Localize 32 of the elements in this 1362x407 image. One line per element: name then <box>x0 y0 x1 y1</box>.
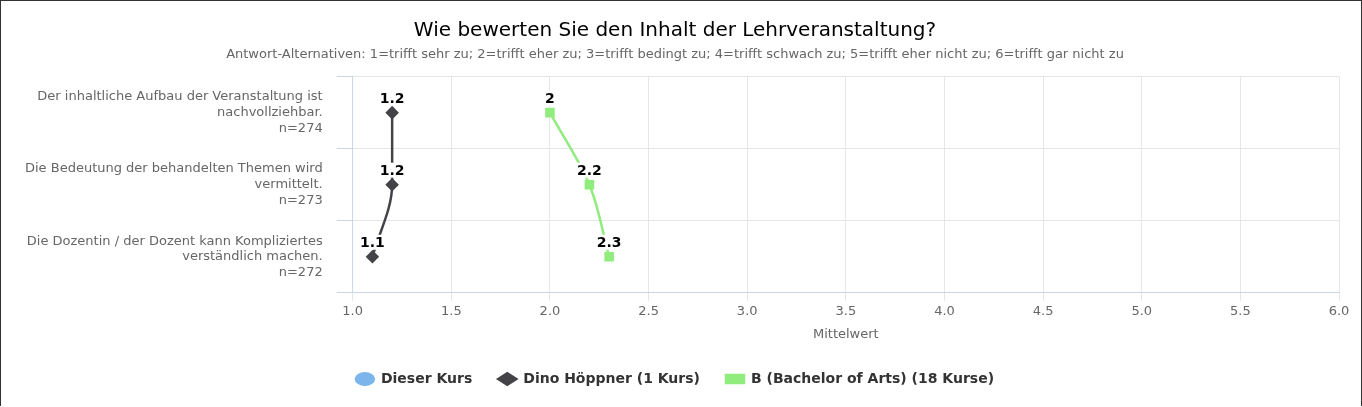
point <box>604 251 614 262</box>
x-tick-label: 4.5 <box>1032 302 1054 318</box>
x-axis-title: Mittelwert <box>812 325 879 341</box>
point <box>366 250 379 264</box>
x-tick-label: 2.0 <box>539 302 561 318</box>
legend-label: Dino Höppner (1 Kurs) <box>523 369 700 386</box>
chart-title: Wie bewerten Sie den Inhalt der Lehrveranstaltung? <box>413 17 937 42</box>
point <box>385 178 399 191</box>
legend-label: B (Bachelor of Arts) (18 Kurse) <box>750 369 995 386</box>
point <box>385 106 399 119</box>
data-label: 1.1 <box>360 234 385 251</box>
y-tick-label: Die Bedeutung der behandelten Themen wird vermittelt. n=273 <box>24 160 323 207</box>
y-tick-label: Der inhaltliche Aufbau der Veranstaltung ist nachvollziehbar. n=274 <box>37 88 323 135</box>
x-tick-label: 4.0 <box>934 302 955 318</box>
point <box>584 179 595 190</box>
point <box>545 107 555 118</box>
data-label: 1.2 <box>379 90 405 107</box>
x-tick-label: 6.0 <box>1328 302 1350 318</box>
x-tick-label: 3.0 <box>736 302 758 318</box>
x-tick-label: 3.5 <box>835 302 857 318</box>
data-label: 2 <box>545 90 555 107</box>
x-tick-label: 2.5 <box>638 302 659 318</box>
x-tick-label: 5.5 <box>1230 302 1251 318</box>
x-tick-label: 1.5 <box>440 302 462 318</box>
x-tick-label: 1.0 <box>342 302 364 318</box>
y-tick-label: Die Dozentin / der Dozent kann Kompliziertes verständlich machen. n=272 <box>26 232 323 279</box>
data-label: 2.3 <box>596 234 622 251</box>
chart-subtitle: Antwort-Alternativen: 1=trifft sehr zu; 2=trifft eher zu; 3=trifft bedingt zu; 4=trifft schwach zu; 5=trifft eher nicht zu; 6=trifft gar nicht zu <box>226 46 1124 62</box>
data-label: 2.2 <box>577 162 602 179</box>
legend-label: Dieser Kurs <box>380 369 473 386</box>
x-tick-label: 5.0 <box>1131 302 1153 318</box>
data-label: 1.2 <box>379 162 405 179</box>
